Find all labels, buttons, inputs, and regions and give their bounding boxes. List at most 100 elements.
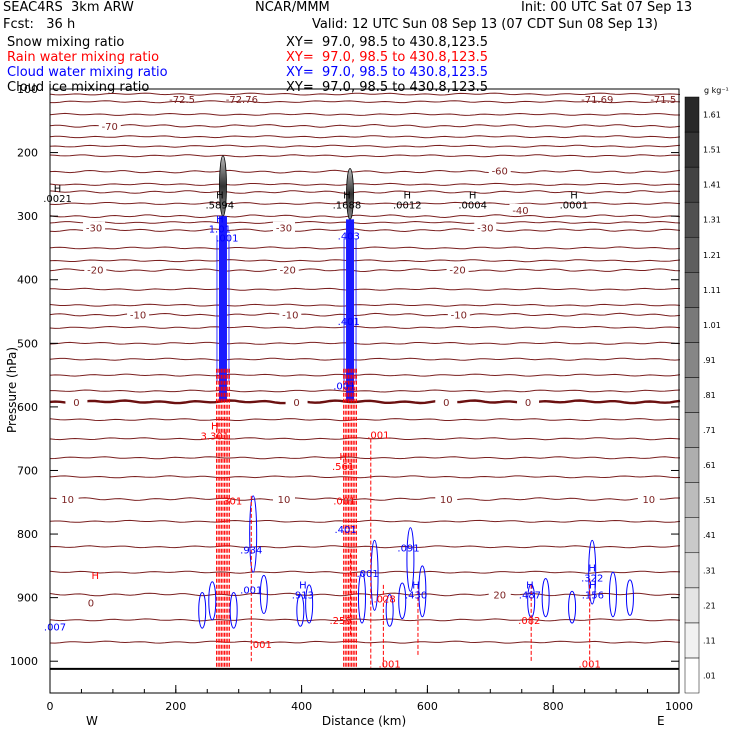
cloud-water-cell [208,581,217,621]
isotherm-line-0 [49,399,681,405]
y-tick-label: 400 [17,274,38,287]
colorbar-label: 1.11 [703,286,721,295]
max-value-label: 1.01 [209,224,231,235]
max-value-label: .001 [333,381,355,392]
max-value-label: .401 [338,317,360,328]
max-marker: H [343,190,351,201]
cloud-water-cell [259,574,268,615]
max-value-label: .091 [397,544,419,555]
cloud-water-cell [568,590,577,624]
cloud-water-cell [398,582,407,620]
cloud-water-cell [305,584,314,624]
max-value-label: .403 [338,231,360,242]
isotherm-line--10 [49,312,681,317]
isotherm-label: -30 [276,224,292,235]
colorbar-swatch [684,482,700,518]
isotherm-label: 20 [493,590,506,601]
isotherm-label-bg [285,395,308,407]
isotherm-label: 0 [73,398,79,409]
isotherm-line [49,618,681,622]
y-tick-label: 600 [17,401,38,414]
max-marker: H [54,184,62,195]
isotherm-label-bg [272,221,295,233]
isotherm-line [49,201,681,206]
isotherm-label: 10 [642,495,655,506]
field-label-rain: Rain water mixing ratio [7,50,160,65]
max-marker: H [589,581,597,592]
colorbar-swatch [684,272,700,308]
field-xy-snow: XY= 97.0, 98.5 to 430.8,123.5 [286,35,489,50]
isotherm-label-bg [272,493,295,505]
cloud-water-cell [541,578,550,618]
top-temperature-label: -71.69 [581,95,613,106]
y-tick-label: 800 [17,528,38,541]
max-value-label: .156 [582,591,604,602]
axes: 0 200 400 600 800 100010020030040050060070080… [10,83,693,713]
max-value-label: .301 [220,497,242,508]
colorbar-label: 1.21 [703,251,721,260]
max-value-label: .401 [334,525,356,536]
max-value-label: .028 [373,594,395,605]
max-value-label: .082 [518,616,540,627]
colorbar-label: .91 [703,356,716,365]
max-value-label: .913 [292,591,314,602]
isotherm-label: 10 [278,495,291,506]
cloud-water-cell [249,495,258,573]
x-tick-label: 0 [47,700,54,713]
isotherm-line--50 [49,190,681,194]
max-value-label: .0021 [43,194,72,205]
max-value-label: .007 [44,622,66,633]
contour-labels: -72.5 -72.76 -71.69 -71.5 -70 -60 -40 -30 -30 -30… [43,95,676,670]
isotherm-label: 0 [443,398,449,409]
isotherm-line--30 [49,228,681,233]
field-label-cloud-ice: Cloud ice mixing ratio [7,80,150,95]
isotherm-line [49,154,681,158]
cloud-water-cell [418,565,427,618]
isotherm-line [50,389,681,393]
colorbar-label: 1.41 [703,181,721,190]
field-label-snow: Snow mixing ratio [7,35,125,50]
isotherm-label: -40 [512,206,528,217]
colorbar-swatch [684,587,700,624]
colorbar-swatch [684,166,700,203]
isotherm-label: -30 [477,224,493,235]
y-tick-label: 500 [17,337,38,350]
max-value-label: .934 [240,545,262,556]
cloud-water-cell [608,571,617,618]
isotherm-label-bg [84,263,107,275]
isotherm-label-bg [56,493,79,505]
isotherm-label-bg [488,164,511,176]
y-tick-label: 100 [17,83,38,96]
max-value-label: .487 [519,591,541,602]
colorbar-label: .61 [703,461,716,470]
max-value-label: .001 [240,586,262,597]
isotherm-label-bg [637,493,660,505]
y-tick-label: 200 [17,147,38,160]
y-tick-label: 700 [17,464,38,477]
isotherm-line [49,570,681,574]
isotherm-line [49,373,681,377]
isotherm-label: -10 [130,311,146,322]
max-marker: H [339,452,347,463]
top-temperature-label: -72.5 [169,95,195,106]
max-value-label: .001 [250,640,272,651]
cloud-water-cell [625,579,634,616]
colorbar-swatch [684,517,700,554]
isotherm-line [49,325,681,329]
max-value-label: .001 [357,569,379,580]
colorbar-swatch [684,307,700,343]
isotherm-line--60 [49,169,681,174]
colorbar-label: .11 [703,636,716,645]
colorbar-swatch [684,201,700,238]
max-value-label: .322 [581,573,603,584]
isotherm-label-bg [509,203,532,215]
convective-columns [198,155,634,669]
isotherm-label-bg [446,263,469,275]
isotherm-label: -10 [282,311,298,322]
max-value-label: .259 [329,616,351,627]
max-marker: H [211,422,219,433]
colorbar-swatch [684,622,700,659]
max-value-label: .0001 [560,200,589,211]
header-line1-right: Init: 00 UTC Sat 07 Sep 13 [521,0,693,15]
cloud-water-core [218,216,227,401]
